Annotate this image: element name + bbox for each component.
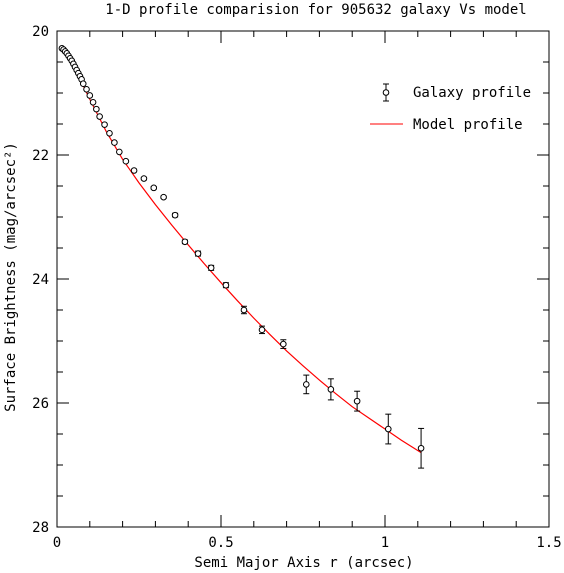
- galaxy-point: [240, 306, 248, 314]
- galaxy-point: [89, 99, 97, 106]
- legend-item-model: Model profile: [370, 117, 523, 133]
- galaxy-point: [222, 281, 230, 289]
- galaxy-point: [111, 139, 118, 146]
- galaxy-point: [96, 113, 103, 120]
- plot-area: [56, 30, 550, 528]
- galaxy-point: [302, 381, 310, 388]
- x-tick-label: 1.5: [536, 535, 561, 551]
- y-tick-label: 26: [32, 396, 49, 412]
- plot-frame: [56, 30, 550, 528]
- axis-ticks: 0 0.5 1 1.5 20 22 24 26 28: [32, 24, 562, 551]
- galaxy-point: [122, 157, 130, 165]
- galaxy-point: [207, 264, 215, 272]
- galaxy-point: [417, 444, 425, 452]
- y-tick-label: 24: [32, 272, 49, 288]
- legend-galaxy-marker: [382, 83, 390, 102]
- galaxy-point: [280, 340, 287, 348]
- galaxy-point: [181, 238, 189, 246]
- legend-item-galaxy: Galaxy profile: [382, 83, 531, 102]
- galaxy-point: [160, 193, 167, 201]
- galaxy-point: [353, 397, 361, 405]
- galaxy-point: [258, 326, 266, 334]
- galaxy-point: [106, 130, 113, 137]
- y-tick-label: 20: [32, 24, 49, 40]
- galaxy-point: [83, 85, 90, 93]
- legend: Galaxy profile Model profile: [370, 83, 531, 133]
- galaxy-point: [171, 211, 179, 219]
- galaxy-point: [194, 250, 202, 257]
- galaxy-point: [150, 184, 158, 192]
- legend-galaxy-label: Galaxy profile: [413, 85, 531, 101]
- galaxy-point: [101, 121, 108, 128]
- y-axis-label: Surface Brightness (mag/arcsec²): [3, 142, 19, 412]
- x-axis-label: Semi Major Axis r (arcsec): [194, 555, 413, 571]
- galaxy-point: [384, 425, 392, 433]
- y-tick-label: 22: [32, 148, 49, 164]
- galaxy-point: [140, 175, 148, 182]
- x-tick-label: 1: [381, 535, 389, 551]
- x-tick-label: 0: [53, 535, 61, 551]
- legend-galaxy-point: [382, 89, 390, 96]
- galaxy-point: [327, 386, 335, 393]
- galaxy-point: [116, 148, 123, 156]
- chart-title: 1-D profile comparision for 905632 galax…: [105, 2, 526, 18]
- legend-model-label: Model profile: [413, 117, 523, 133]
- galaxy-point: [86, 92, 94, 99]
- y-tick-label: 28: [32, 520, 49, 536]
- galaxy-point: [130, 167, 138, 174]
- model-profile-line: [59, 49, 422, 454]
- galaxy-point: [79, 80, 87, 87]
- data-marks: [58, 45, 425, 469]
- galaxy-point: [93, 105, 100, 113]
- x-tick-label: 0.5: [208, 535, 233, 551]
